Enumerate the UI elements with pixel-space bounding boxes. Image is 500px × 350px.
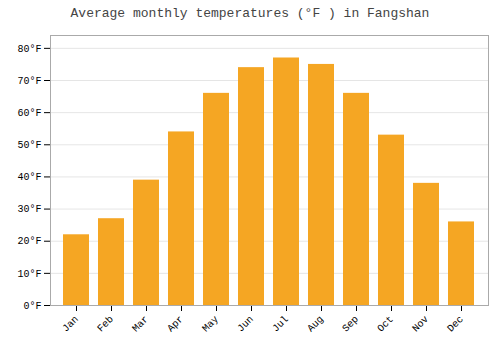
svg-text:60°F: 60°F (17, 108, 41, 119)
svg-text:30°F: 30°F (17, 204, 41, 215)
svg-text:Jun: Jun (235, 314, 256, 335)
svg-text:Sep: Sep (340, 314, 361, 335)
svg-text:40°F: 40°F (17, 172, 41, 183)
svg-text:Nov: Nov (410, 314, 431, 335)
svg-text:80°F: 80°F (17, 44, 41, 55)
html-text:Average monthly temperatures (: Average monthly temperatures (°F ) in Fa… (70, 6, 430, 21)
svg-text:10°F: 10°F (17, 269, 41, 280)
svg-text:70°F: 70°F (17, 76, 41, 87)
svg-text:Feb: Feb (95, 314, 116, 335)
svg-text:Dec: Dec (445, 314, 466, 335)
svg-text:20°F: 20°F (17, 236, 41, 247)
svg-text:Mar: Mar (130, 314, 151, 335)
svg-text:Jan: Jan (60, 314, 81, 335)
svg-text:Oct: Oct (375, 314, 396, 335)
svg-text:0°F: 0°F (23, 301, 41, 312)
svg-text:Apr: Apr (165, 314, 186, 335)
svg-text:May: May (200, 314, 221, 335)
svg-text:Jul: Jul (270, 314, 291, 335)
svg-text:Aug: Aug (305, 314, 326, 335)
svg-text:50°F: 50°F (17, 140, 41, 151)
